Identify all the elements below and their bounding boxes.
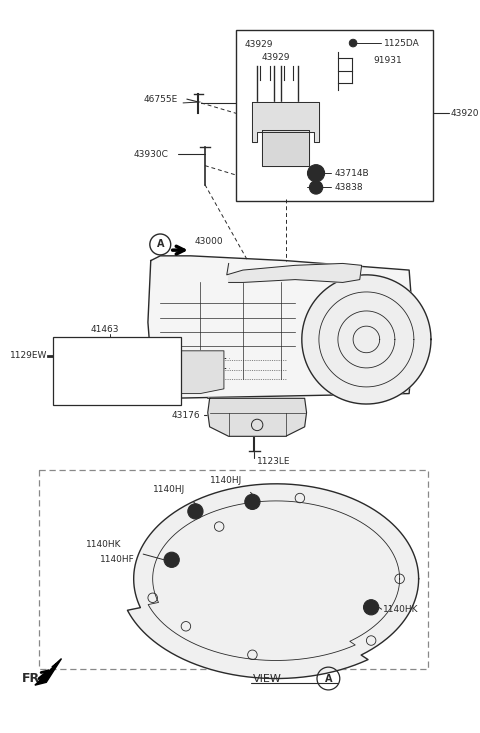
- Bar: [39, 470, 428, 669]
- Text: 46755E: 46755E: [143, 95, 178, 103]
- Text: 43930C: 43930C: [133, 150, 168, 159]
- Polygon shape: [35, 658, 61, 685]
- Text: 43714B: 43714B: [335, 169, 370, 177]
- Polygon shape: [227, 263, 361, 282]
- Bar: [53, 336, 181, 405]
- Circle shape: [363, 600, 379, 615]
- Polygon shape: [208, 398, 307, 436]
- Text: 41463: 41463: [91, 325, 120, 334]
- Circle shape: [367, 603, 375, 611]
- Circle shape: [68, 352, 76, 359]
- Text: A: A: [156, 240, 164, 249]
- Text: 1140HF: 1140HF: [100, 556, 135, 564]
- Circle shape: [313, 185, 319, 191]
- Text: 1140HK: 1140HK: [86, 540, 122, 549]
- Text: 43000: 43000: [194, 237, 223, 246]
- Text: 1140HJ: 1140HJ: [153, 485, 185, 494]
- Circle shape: [188, 504, 203, 519]
- Text: 43929: 43929: [245, 40, 273, 48]
- Text: 43176: 43176: [172, 411, 200, 420]
- Bar: [236, 30, 433, 201]
- Text: 41467: 41467: [98, 348, 127, 357]
- Circle shape: [310, 181, 323, 194]
- Circle shape: [164, 552, 179, 567]
- Text: VIEW: VIEW: [252, 674, 281, 684]
- Text: FR.: FR.: [22, 672, 45, 685]
- Circle shape: [349, 40, 357, 47]
- Polygon shape: [167, 351, 224, 394]
- Polygon shape: [148, 256, 414, 398]
- Polygon shape: [262, 130, 310, 166]
- Text: 43920: 43920: [451, 109, 480, 118]
- Text: A: A: [324, 674, 332, 684]
- Circle shape: [245, 494, 260, 509]
- Circle shape: [88, 372, 94, 377]
- Text: 1129EW: 1129EW: [10, 351, 48, 360]
- Text: 1125DA: 1125DA: [384, 39, 419, 48]
- Text: 1123LE: 1123LE: [257, 457, 291, 466]
- Polygon shape: [302, 275, 431, 404]
- Text: 41466: 41466: [85, 363, 114, 372]
- Polygon shape: [252, 102, 319, 142]
- Circle shape: [312, 169, 321, 178]
- Circle shape: [308, 165, 324, 182]
- Text: 1140HK: 1140HK: [383, 605, 418, 614]
- Polygon shape: [127, 484, 419, 679]
- Text: 1140HJ: 1140HJ: [210, 476, 242, 485]
- Circle shape: [168, 556, 176, 564]
- Text: 1123GY: 1123GY: [65, 389, 100, 398]
- Circle shape: [192, 507, 199, 515]
- Text: 43929: 43929: [262, 53, 290, 62]
- Text: 43838: 43838: [335, 183, 364, 192]
- Circle shape: [249, 498, 256, 506]
- Text: 91931: 91931: [373, 56, 402, 65]
